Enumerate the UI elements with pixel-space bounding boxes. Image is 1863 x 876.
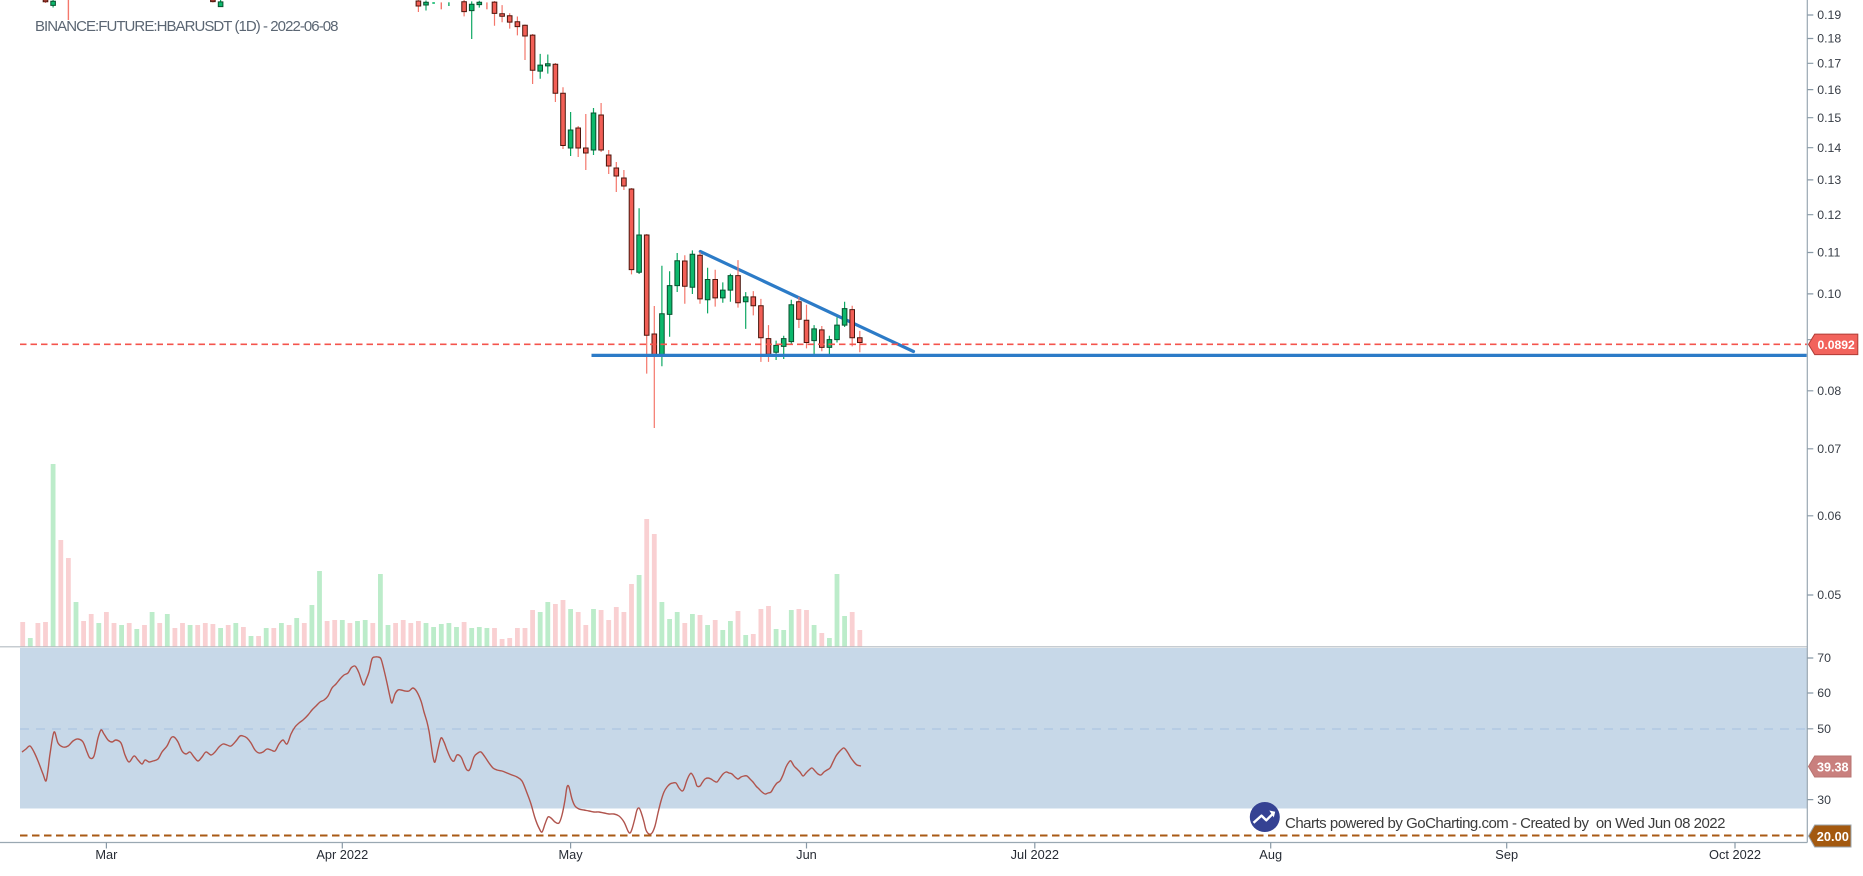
svg-text:BINANCE:FUTURE:HBARUSDT (1D) -: BINANCE:FUTURE:HBARUSDT (1D) - 2022-06-0… xyxy=(35,18,338,35)
svg-text:0.19: 0.19 xyxy=(1817,8,1841,22)
svg-text:0.05: 0.05 xyxy=(1817,588,1841,602)
svg-text:0.18: 0.18 xyxy=(1817,32,1841,46)
svg-text:0.15: 0.15 xyxy=(1817,111,1841,125)
svg-text:Mar: Mar xyxy=(95,847,118,862)
svg-text:30: 30 xyxy=(1817,793,1831,807)
svg-text:0.10: 0.10 xyxy=(1817,287,1841,301)
svg-text:50: 50 xyxy=(1817,722,1831,736)
svg-text:0.07: 0.07 xyxy=(1817,442,1841,456)
svg-text:0.17: 0.17 xyxy=(1817,57,1841,71)
svg-text:Sep: Sep xyxy=(1495,847,1518,862)
svg-text:0.06: 0.06 xyxy=(1817,509,1841,523)
svg-text:0.08: 0.08 xyxy=(1817,384,1841,398)
svg-text:0.14: 0.14 xyxy=(1817,141,1841,155)
svg-text:Charts powered by GoCharting.c: Charts powered by GoCharting.com - Creat… xyxy=(1285,815,1725,832)
svg-text:0.11: 0.11 xyxy=(1817,246,1840,260)
svg-text:0.12: 0.12 xyxy=(1817,208,1841,222)
svg-text:Apr 2022: Apr 2022 xyxy=(316,847,368,862)
svg-text:20.00: 20.00 xyxy=(1817,829,1849,844)
svg-text:Oct 2022: Oct 2022 xyxy=(1709,847,1761,862)
svg-text:0.0892: 0.0892 xyxy=(1818,338,1855,352)
svg-text:0.13: 0.13 xyxy=(1817,173,1841,187)
svg-text:60: 60 xyxy=(1817,686,1831,700)
svg-text:39.38: 39.38 xyxy=(1817,760,1849,774)
svg-text:0.16: 0.16 xyxy=(1817,83,1841,97)
svg-text:May: May xyxy=(559,847,584,862)
svg-text:Jun: Jun xyxy=(796,847,817,862)
svg-text:70: 70 xyxy=(1817,651,1831,665)
svg-text:Jul 2022: Jul 2022 xyxy=(1011,847,1059,862)
svg-text:Aug: Aug xyxy=(1259,847,1282,862)
